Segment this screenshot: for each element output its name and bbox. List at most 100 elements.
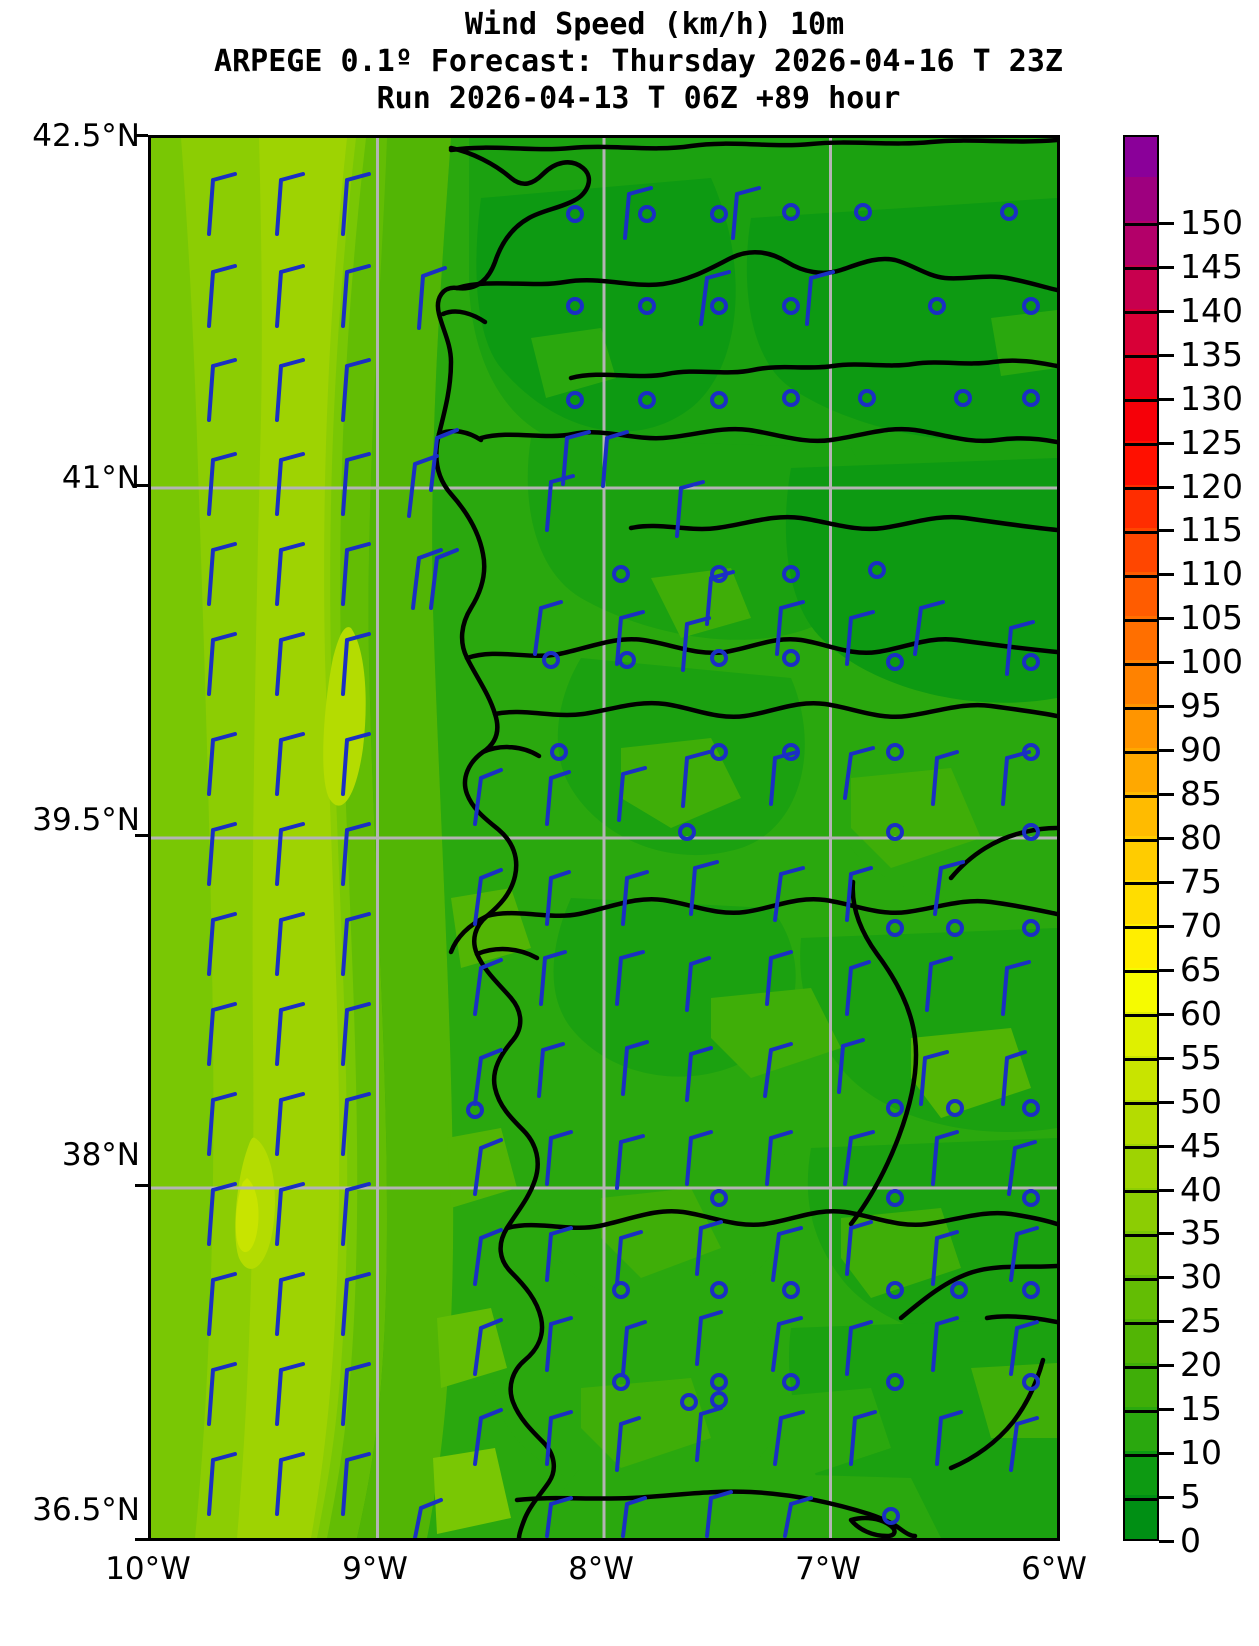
colorbar-tick-label: 140 [1180, 290, 1243, 330]
colorbar-tick [1159, 1232, 1174, 1236]
forecast-subtitle: ARPEGE 0.1º Forecast: Thursday 2026-04-1… [214, 44, 1063, 79]
colorbar-tick-label: 75 [1180, 861, 1222, 901]
colorbar-segment [1125, 747, 1157, 793]
colorbar-tick-label: 60 [1180, 993, 1222, 1033]
colorbar-tick-label: 70 [1180, 905, 1222, 945]
calm-marker-layer [466, 203, 1040, 1525]
colorbar-segment [1125, 351, 1157, 397]
colorbar-separator [1125, 970, 1157, 974]
colorbar-separator [1125, 1321, 1157, 1325]
colorbar-separator [1125, 1497, 1157, 1501]
colorbar-tick [1159, 661, 1174, 665]
colorbar-separator [1125, 223, 1157, 227]
colorbar-tick-label: 105 [1180, 598, 1243, 638]
colorbar-tick [1159, 441, 1174, 445]
colorbar-tick [1159, 617, 1174, 621]
colorbar-segment [1125, 527, 1157, 573]
colorbar-tick-label: 65 [1180, 949, 1222, 989]
colorbar-separator [1125, 1365, 1157, 1369]
colorbar-separator [1125, 1190, 1157, 1193]
colorbar-tick-label: 80 [1180, 818, 1222, 857]
colorbar-tick [1159, 1276, 1174, 1280]
colorbar-tick-label: 55 [1180, 1037, 1222, 1077]
colorbar-tick [1159, 221, 1174, 225]
colorbar-separator [1125, 355, 1157, 359]
colorbar-segment [1125, 175, 1157, 221]
colorbar-segment [1125, 1450, 1157, 1496]
colorbar-segment [1125, 1494, 1157, 1539]
colorbar-separator [1125, 1233, 1157, 1237]
colorbar-segment [1125, 1362, 1157, 1408]
colorbar-tick-label: 110 [1180, 554, 1243, 594]
colorbar-tick [1159, 529, 1174, 533]
colorbar-tick-label: 150 [1180, 202, 1243, 242]
colorbar-segment [1125, 835, 1157, 880]
colorbar-tick [1159, 1540, 1174, 1543]
colorbar-segment [1125, 137, 1157, 177]
colorbar-tick [1159, 1452, 1174, 1456]
colorbar-tick [1159, 1496, 1174, 1500]
colorbar-segment [1125, 1406, 1157, 1452]
colorbar-tick [1159, 1320, 1174, 1324]
colorbar-tick [1159, 705, 1174, 709]
wind-barb-layer [207, 172, 1039, 1538]
colorbar-separator [1125, 443, 1157, 447]
colorbar-separator [1125, 926, 1157, 930]
colorbar-tick-label: 0 [1180, 1521, 1201, 1560]
colorbar-tick-label: 50 [1180, 1081, 1222, 1121]
colorbar-segment [1125, 1274, 1157, 1320]
colorbar-segment [1125, 1010, 1157, 1056]
colorbar-separator [1125, 794, 1157, 798]
colorbar-separator [1125, 1453, 1157, 1457]
colorbar-tick [1159, 1056, 1174, 1060]
colorbar-tick-label: 145 [1180, 246, 1243, 286]
colorbar-separator [1125, 1102, 1157, 1106]
colorbar-segment [1125, 966, 1157, 1012]
y-tick-label-2: 39.5°N [32, 802, 140, 838]
map-canvas [151, 138, 1057, 1538]
y-tick-2 [135, 834, 148, 837]
colorbar-tick-label: 115 [1180, 510, 1243, 550]
colorbar-segment [1125, 615, 1157, 661]
colorbar-separator [1125, 1014, 1157, 1018]
x-tick-label-4: 6°W [1021, 1551, 1087, 1587]
colorbar-separator [1125, 399, 1157, 403]
colorbar-tick [1159, 353, 1174, 357]
colorbar-segment [1125, 703, 1157, 749]
colorbar-tick-label: 10 [1180, 1433, 1222, 1473]
x-tick-label-0: 10°W [105, 1551, 191, 1587]
y-tick-0 [135, 134, 148, 137]
colorbar-segment [1125, 1230, 1157, 1276]
colorbar-segment [1125, 922, 1157, 968]
wind-speed-map[interactable] [148, 135, 1060, 1541]
colorbar-tick [1159, 1408, 1174, 1412]
colorbar-separator [1125, 1058, 1157, 1062]
colorbar-segment [1125, 1186, 1157, 1232]
x-tick-label-3: 7°W [795, 1551, 861, 1587]
colorbar-separator [1125, 311, 1157, 315]
colorbar-tick [1159, 924, 1174, 928]
colorbar-tick-label: 100 [1180, 642, 1243, 682]
colorbar-separator [1125, 530, 1157, 534]
colorbar-tick [1159, 1144, 1174, 1148]
y-tick-label-4: 36.5°N [32, 1492, 140, 1528]
colorbar-tick-label: 35 [1180, 1213, 1222, 1253]
colorbar-tick-label: 30 [1180, 1257, 1222, 1297]
colorbar-tick-label: 135 [1180, 334, 1243, 374]
colorbar-separator [1125, 750, 1157, 754]
colorbar-segment [1125, 1054, 1157, 1100]
colorbar[interactable] [1123, 135, 1159, 1541]
colorbar-segment [1125, 659, 1157, 705]
y-tick-label-1: 41°N [61, 460, 140, 496]
colorbar-tick [1159, 1364, 1174, 1368]
colorbar-tick-label: 40 [1180, 1169, 1222, 1209]
colorbar-segment [1125, 791, 1157, 836]
colorbar-separator [1125, 838, 1157, 842]
colorbar-tick [1159, 837, 1174, 840]
run-subtitle: Run 2026-04-13 T 06Z +89 hour [376, 81, 901, 116]
colorbar-tick [1159, 749, 1174, 753]
y-tick-label-3: 38°N [61, 1137, 140, 1173]
colorbar-segment [1125, 571, 1157, 617]
colorbar-separator [1125, 1277, 1157, 1281]
colorbar-tick [1159, 265, 1174, 269]
